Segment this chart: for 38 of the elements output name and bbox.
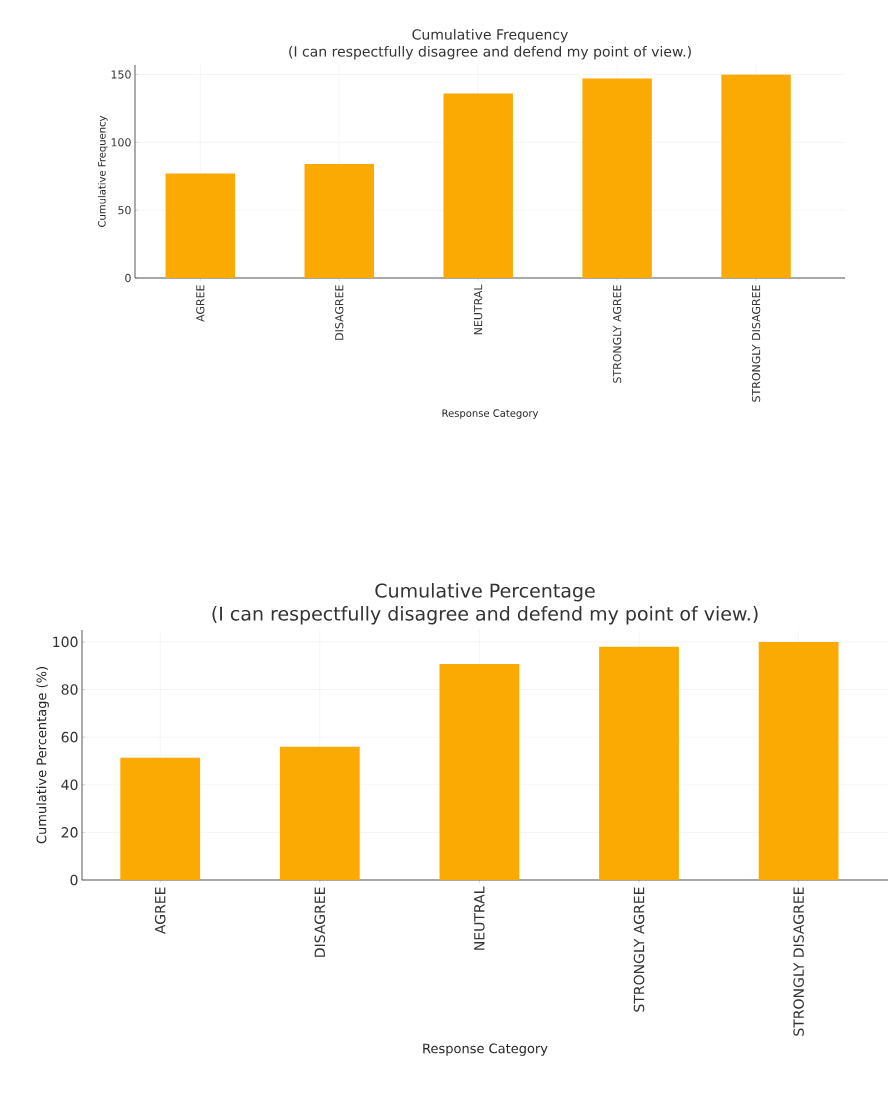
y-tick-label: 100: [111, 138, 131, 147]
bar: [120, 757, 201, 880]
bar: [279, 746, 360, 880]
x-axis-title: Response Category: [442, 409, 539, 419]
x-tick-label: NEUTRAL: [474, 284, 483, 335]
y-tick-label: 0: [125, 273, 131, 283]
chart-title: Cumulative Frequency: [412, 28, 568, 43]
y-axis-title: Cumulative Frequency: [97, 115, 108, 227]
x-tick-label: DISAGREE: [314, 887, 326, 957]
y-tick-label: 0: [70, 874, 78, 886]
x-tick-label: STRONGLY AGREE: [633, 887, 645, 1012]
chart-subtitle: (I can respectfully disagree and defend my point of view.): [212, 606, 758, 625]
y-tick-label: 20: [61, 827, 78, 838]
x-tick-label: STRONGLY DISAGREE: [751, 285, 761, 402]
x-tick-label: AGREE: [196, 285, 205, 322]
y-tick-label: 80: [61, 684, 78, 695]
chart-title: Cumulative Percentage: [375, 583, 595, 602]
bar: [304, 164, 374, 278]
x-tick-label: AGREE: [154, 887, 166, 935]
x-tick-label: DISAGREE: [335, 285, 344, 340]
bar: [443, 93, 513, 278]
y-tick-label: 150: [111, 70, 131, 79]
bar: [721, 74, 791, 278]
y-tick-label: 50: [118, 206, 131, 215]
bar: [599, 646, 679, 880]
bar: [439, 664, 520, 880]
x-tick-label: STRONGLY AGREE: [612, 285, 622, 383]
chart-subtitle: (I can respectfully disagree and defend my point of view.): [289, 45, 691, 60]
bar: [165, 173, 236, 278]
x-tick-label: STRONGLY DISAGREE: [793, 887, 804, 1036]
y-axis-title: Cumulative Percentage (%): [36, 667, 49, 844]
x-axis-title: Response Category: [423, 1043, 548, 1056]
bar: [758, 641, 839, 880]
y-tick-label: 40: [61, 779, 78, 791]
y-tick-label: 60: [61, 731, 78, 743]
y-tick-label: 100: [53, 636, 78, 648]
x-tick-label: NEUTRAL: [474, 886, 485, 950]
bar: [582, 78, 652, 278]
